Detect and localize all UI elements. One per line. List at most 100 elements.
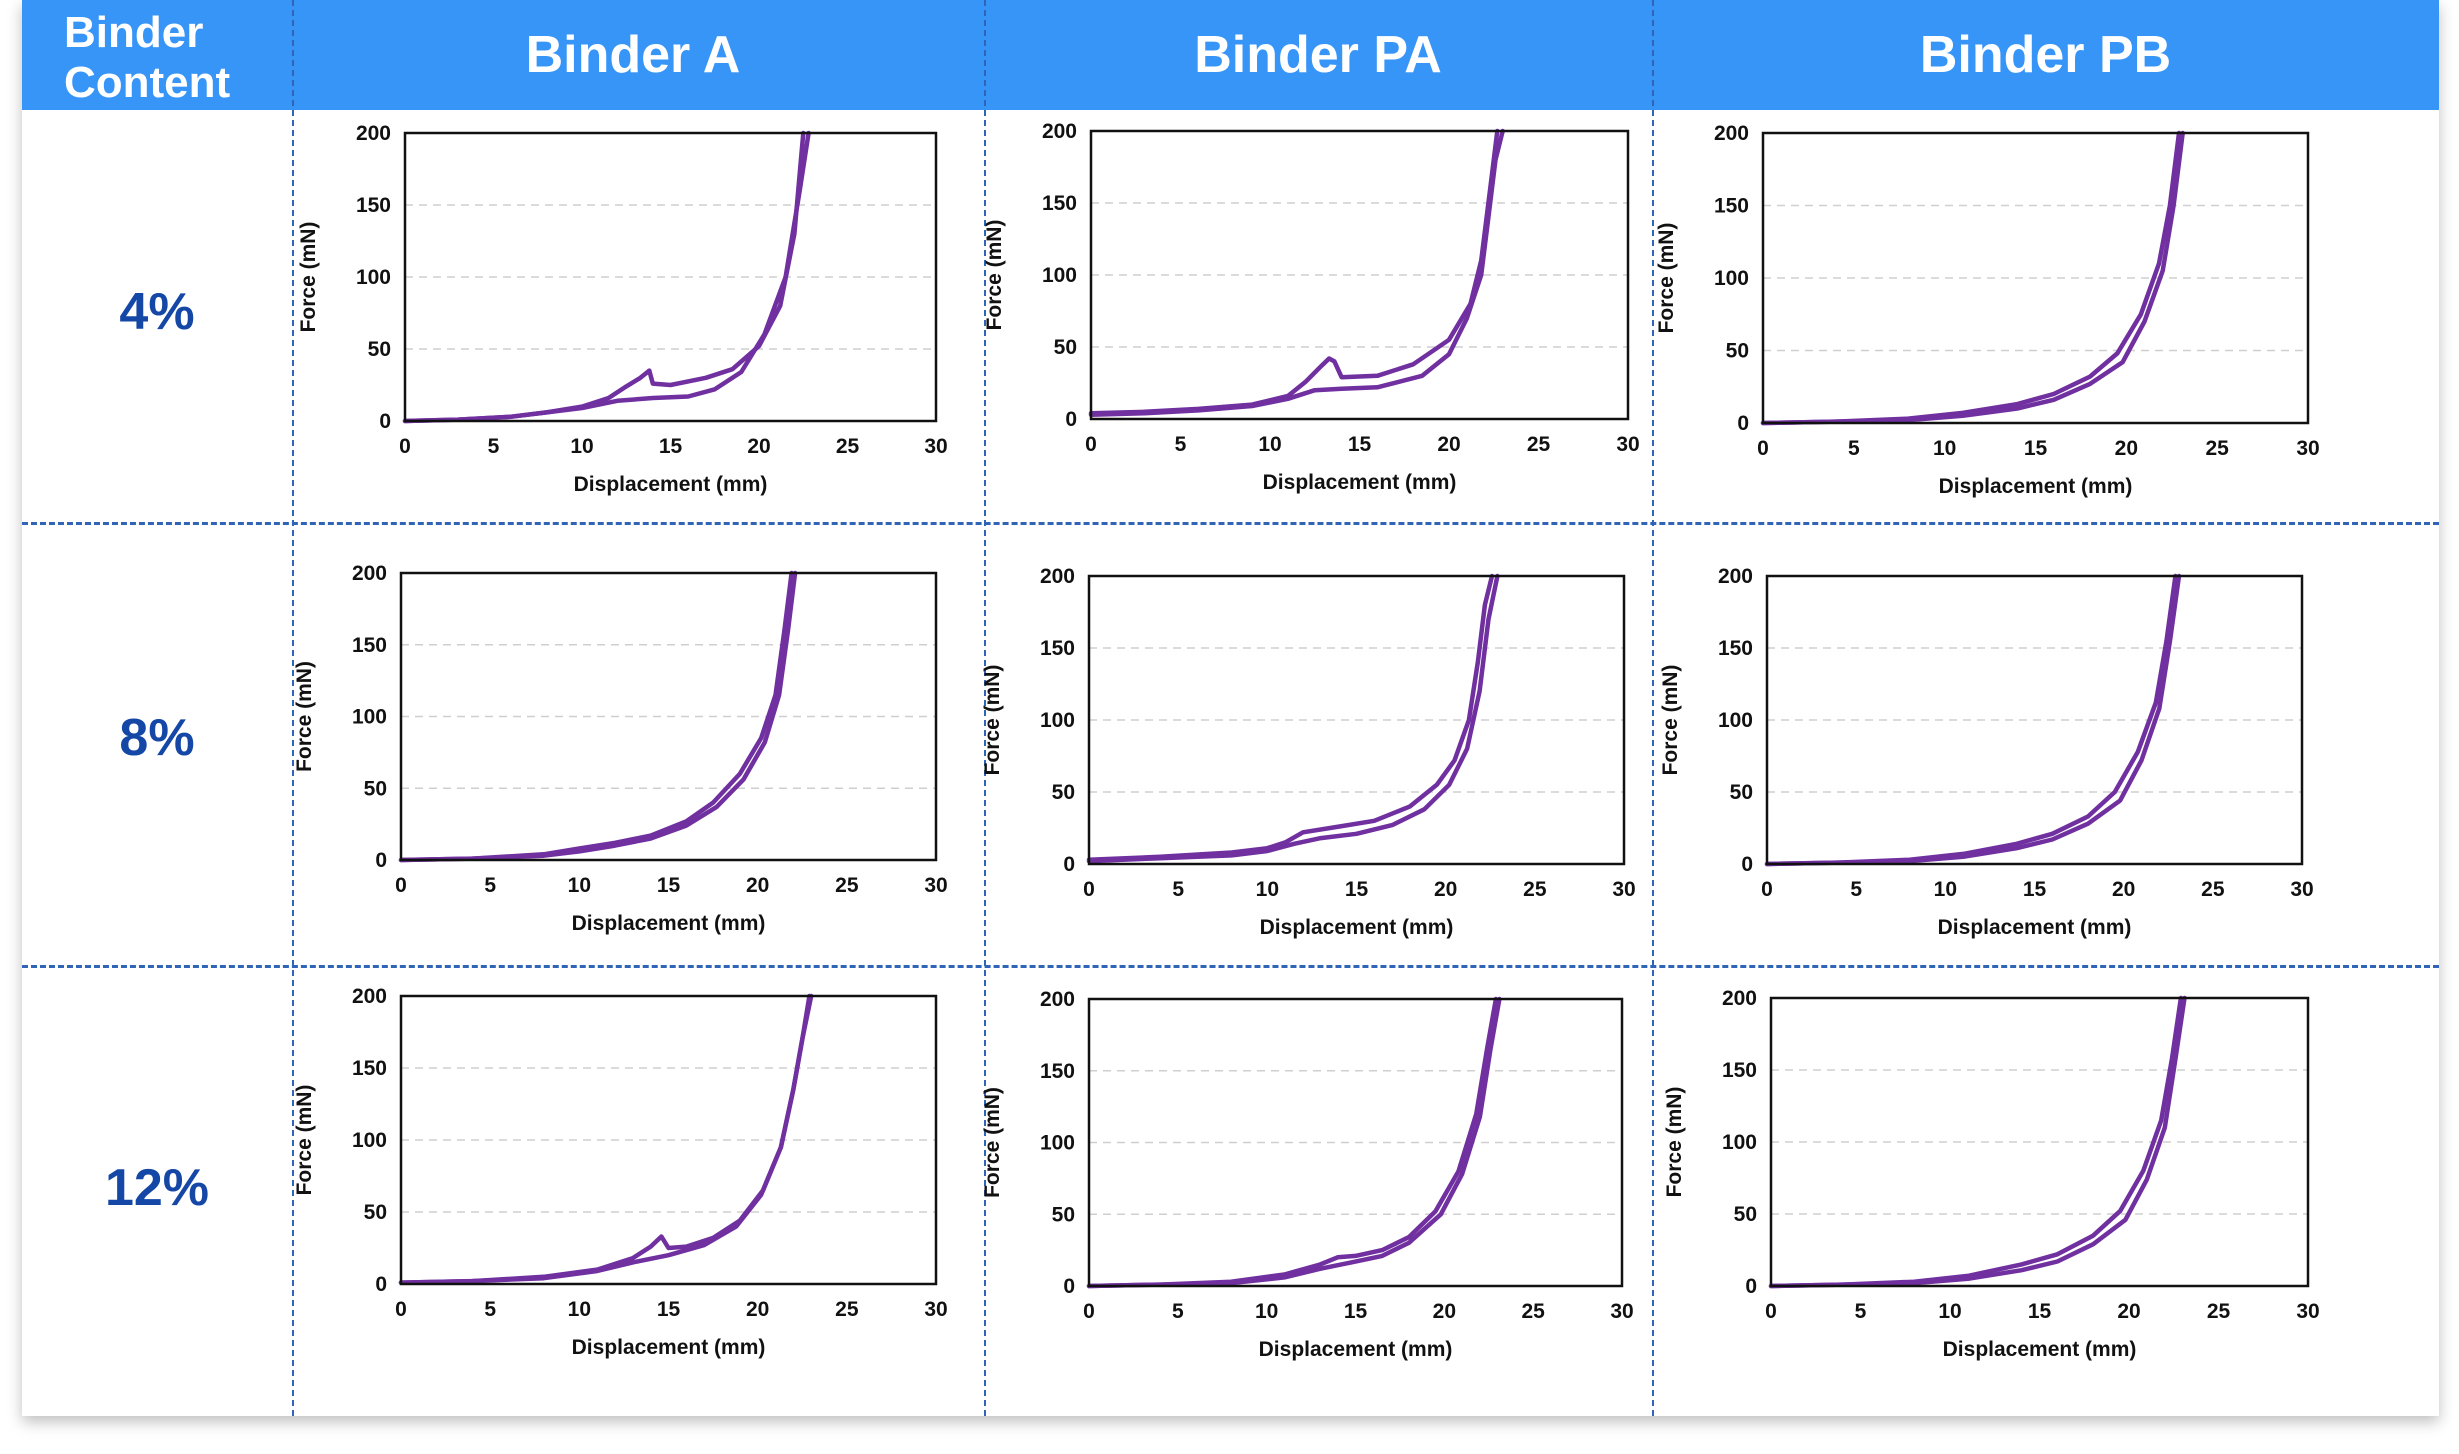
y-tick-label: 0	[1737, 412, 1749, 435]
y-tick-label: 100	[1714, 267, 1749, 290]
x-tick-label: 20	[747, 435, 770, 458]
x-tick-label: 5	[1172, 1300, 1184, 1323]
y-tick-label: 150	[1040, 637, 1075, 660]
x-tick-label: 0	[395, 1298, 407, 1321]
column-divider	[984, 0, 986, 1416]
x-tick-label: 0	[1083, 1300, 1095, 1323]
plot-frame	[1769, 996, 2310, 1288]
y-tick-label: 100	[352, 1129, 387, 1152]
y-axis-label: Force (mN)	[1655, 223, 1678, 334]
x-tick-label: 30	[924, 1298, 947, 1321]
y-tick-label: 100	[1718, 709, 1753, 732]
x-tick-label: 25	[2205, 437, 2229, 460]
y-tick-label: 50	[1730, 781, 1753, 804]
x-tick-label: 30	[924, 435, 947, 458]
y-tick-label: 0	[375, 849, 387, 872]
force-displacement-chart: 0 50 100 150 200 0 5 10 15 20 25 30 Displacement (mm…	[293, 562, 948, 935]
x-tick-label: 30	[2296, 1300, 2319, 1323]
y-tick-label: 200	[1722, 987, 1757, 1010]
x-tick-label: 20	[746, 1298, 769, 1321]
x-tick-label: 15	[1348, 433, 1372, 456]
y-tick-label: 150	[1718, 637, 1753, 660]
plot-frame	[403, 131, 938, 423]
series-line	[1764, 573, 2182, 867]
y-tick-label: 150	[356, 194, 391, 217]
x-tick-label: 10	[1255, 1300, 1278, 1323]
y-tick-label: 50	[1052, 781, 1075, 804]
series-line	[1768, 995, 2187, 1289]
column-title-binder-pa: Binder PA	[1194, 26, 1442, 84]
force-displacement-chart: 0 50 100 150 200 0 5 10 15 20 25 30 Displacement (mm…	[297, 122, 948, 496]
y-tick-label: 200	[352, 985, 387, 1008]
x-tick-label: 25	[835, 1298, 859, 1321]
y-tick-label: 100	[1722, 1131, 1757, 1154]
x-tick-label: 20	[1434, 878, 1457, 901]
x-tick-label: 25	[1523, 878, 1547, 901]
x-tick-label: 25	[1521, 1300, 1545, 1323]
y-tick-label: 50	[364, 777, 387, 800]
x-axis-label: Displacement (mm)	[572, 1336, 766, 1359]
y-tick-label: 200	[1718, 565, 1753, 588]
y-tick-label: 0	[1063, 1275, 1075, 1298]
x-tick-label: 10	[1933, 437, 1956, 460]
x-tick-label: 20	[2117, 1300, 2140, 1323]
series-line	[1760, 130, 2185, 426]
y-tick-label: 50	[1054, 336, 1077, 359]
x-tick-label: 10	[568, 1298, 591, 1321]
x-tick-label: 10	[1258, 433, 1281, 456]
y-tick-label: 50	[368, 338, 391, 361]
column-divider	[1652, 0, 1654, 1416]
force-displacement-chart: 0 50 100 150 200 0 5 10 15 20 25 30 Displacement (mm…	[1655, 122, 2320, 498]
x-tick-label: 15	[1344, 1300, 1368, 1323]
x-tick-label: 15	[2023, 878, 2047, 901]
x-tick-label: 0	[395, 874, 407, 897]
y-tick-label: 150	[1040, 1060, 1075, 1083]
y-tick-label: 200	[356, 122, 391, 145]
y-axis-label: Force (mN)	[981, 665, 1004, 776]
x-tick-label: 5	[1848, 437, 1860, 460]
y-tick-label: 50	[364, 1201, 387, 1224]
x-tick-label: 20	[2112, 878, 2135, 901]
y-tick-label: 150	[1722, 1059, 1757, 1082]
y-tick-label: 100	[1042, 264, 1077, 287]
y-tick-label: 150	[1714, 195, 1749, 218]
y-tick-label: 0	[375, 1273, 387, 1296]
y-tick-label: 0	[1065, 408, 1077, 431]
row-label-12: 12%	[104, 1159, 210, 1217]
force-displacement-chart: 0 50 100 150 200 0 5 10 15 20 25 30 Displacement (mm…	[981, 565, 1636, 939]
x-tick-label: 15	[2024, 437, 2048, 460]
x-tick-label: 30	[2296, 437, 2319, 460]
series-line	[402, 130, 811, 424]
row-divider	[22, 965, 2439, 968]
x-axis-label: Displacement (mm)	[1260, 916, 1454, 939]
row-label-4: 4%	[119, 283, 195, 341]
y-tick-label: 200	[1714, 122, 1749, 145]
x-axis-label: Displacement (mm)	[572, 912, 766, 935]
y-tick-label: 100	[1040, 709, 1075, 732]
x-tick-label: 25	[2201, 878, 2225, 901]
x-tick-label: 15	[657, 874, 681, 897]
y-tick-label: 150	[1042, 192, 1077, 215]
force-displacement-chart: 0 50 100 150 200 0 5 10 15 20 25 30 Displacement (mm…	[981, 988, 1634, 1361]
x-tick-label: 5	[1850, 878, 1862, 901]
y-tick-label: 0	[379, 410, 391, 433]
series-line	[1086, 996, 1502, 1289]
x-tick-label: 10	[570, 435, 593, 458]
y-tick-label: 50	[1052, 1203, 1075, 1226]
row-divider	[22, 522, 2439, 525]
x-tick-label: 5	[488, 435, 500, 458]
x-tick-label: 30	[1612, 878, 1635, 901]
y-tick-label: 200	[1042, 120, 1077, 143]
x-tick-label: 0	[1757, 437, 1769, 460]
x-tick-label: 5	[1855, 1300, 1867, 1323]
x-tick-label: 30	[2290, 878, 2313, 901]
plot-frame	[1087, 574, 1626, 866]
x-tick-label: 25	[835, 874, 859, 897]
x-tick-label: 10	[1934, 878, 1957, 901]
y-axis-label: Force (mN)	[297, 222, 320, 333]
series-line	[1086, 573, 1495, 862]
force-displacement-chart: 0 50 100 150 200 0 5 10 15 20 25 30 Displacement (mm…	[1663, 987, 2320, 1361]
y-tick-label: 0	[1063, 853, 1075, 876]
y-tick-label: 100	[1040, 1132, 1075, 1155]
y-axis-label: Force (mN)	[293, 1085, 316, 1196]
